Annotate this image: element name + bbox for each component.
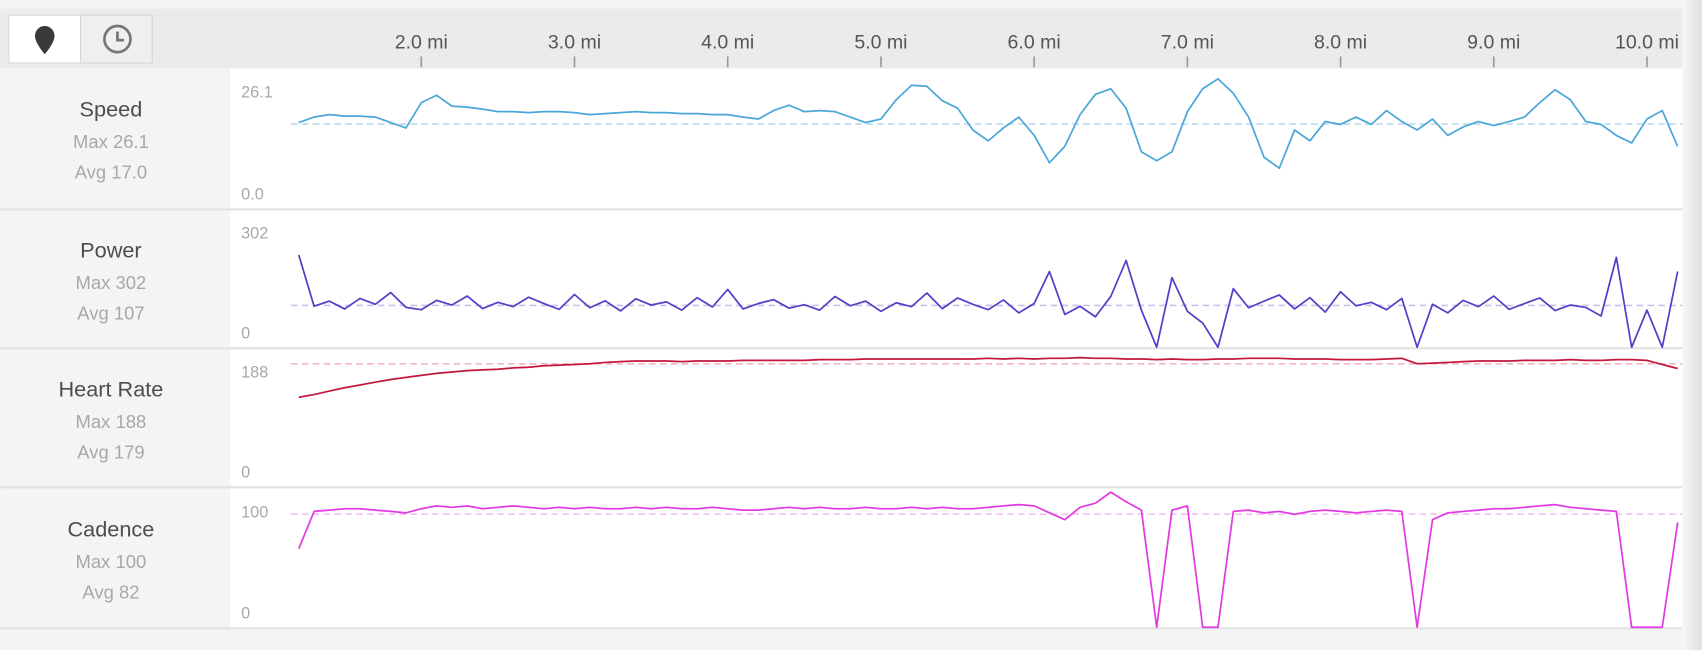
x-tick-label: 10.0 mi — [1615, 32, 1679, 54]
metric-max: Max 100 — [76, 551, 147, 572]
metric-max: Max 302 — [76, 272, 147, 293]
metric-name: Cadence — [68, 516, 155, 541]
data-line — [298, 356, 1678, 399]
data-line — [297, 491, 1679, 629]
x-tick-label: 7.0 mi — [1161, 32, 1214, 54]
metric-avg: Avg 17.0 — [75, 161, 147, 182]
y-tick-label: 0.0 — [241, 186, 264, 204]
metric-avg: Avg 179 — [77, 441, 144, 462]
metric-name: Heart Rate — [58, 376, 163, 401]
y-tick-label: 0 — [241, 325, 250, 343]
x-tick-label: 2.0 mi — [395, 32, 448, 54]
x-tick-label: 5.0 mi — [854, 32, 907, 54]
x-tick-label: 8.0 mi — [1314, 32, 1367, 54]
y-tick-label: 0 — [241, 463, 250, 481]
metric-avg: Avg 82 — [82, 581, 139, 602]
metric-name: Speed — [80, 96, 143, 121]
scroll-shadow — [1682, 0, 1702, 650]
x-tick-label: 9.0 mi — [1467, 32, 1520, 54]
distance-button[interactable] — [8, 14, 82, 64]
y-tick-label: 100 — [241, 504, 268, 522]
toolbar — [0, 8, 1702, 69]
metric-max: Max 26.1 — [73, 131, 149, 152]
y-tick-label: 26.1 — [241, 84, 273, 102]
x-tick-label: 6.0 mi — [1008, 32, 1061, 54]
x-tick-label: 3.0 mi — [548, 32, 601, 54]
y-tick-label: 0 — [241, 604, 250, 622]
y-tick-label: 302 — [241, 225, 268, 243]
data-line — [298, 78, 1679, 170]
metric-max: Max 188 — [76, 411, 147, 432]
metric-avg: Avg 107 — [77, 303, 144, 324]
time-button[interactable] — [80, 14, 153, 64]
metric-name: Power — [80, 237, 141, 262]
data-line — [297, 254, 1679, 349]
y-tick-label: 188 — [241, 364, 268, 382]
x-tick-label: 4.0 mi — [701, 32, 754, 54]
